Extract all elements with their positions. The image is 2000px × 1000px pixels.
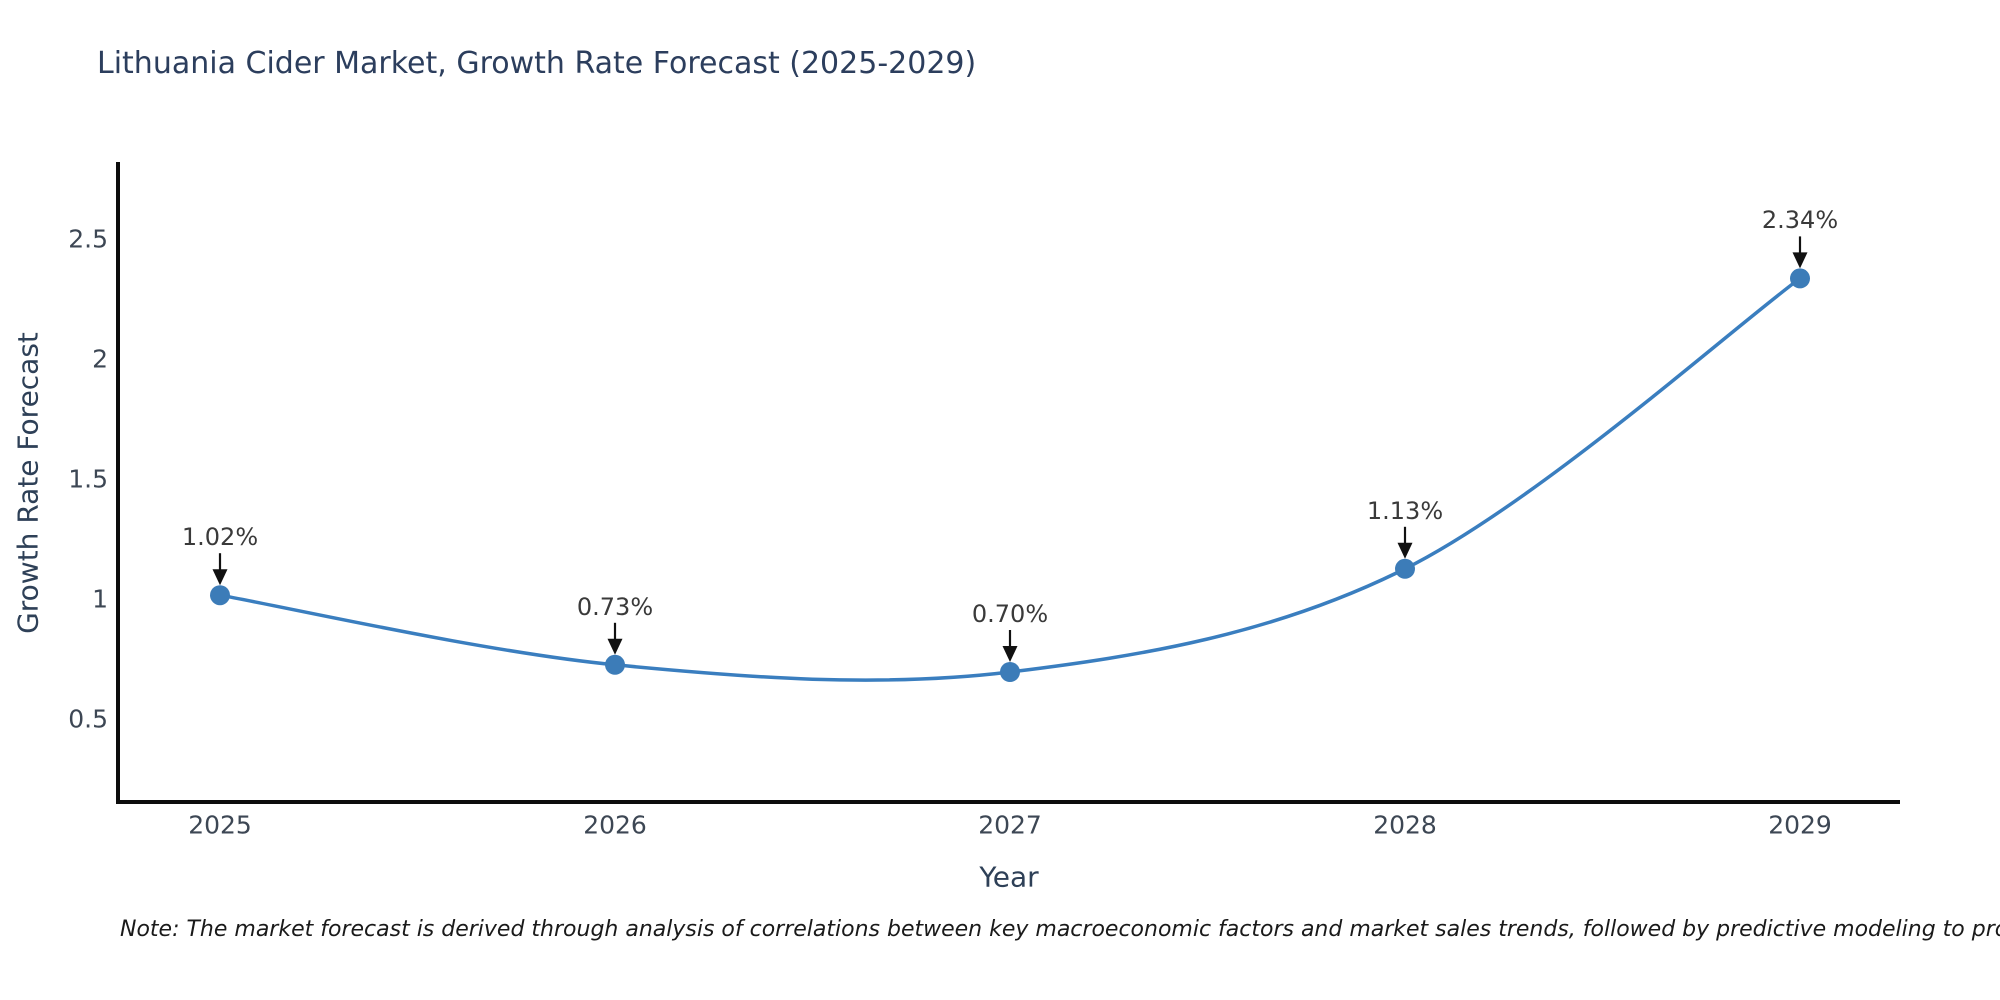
annotation-label: 0.70% (971, 600, 1049, 628)
y-tick-label: 2 (92, 344, 108, 374)
annotation-arrow-head (1002, 646, 1018, 662)
x-tick-label: 2029 (1768, 810, 1832, 840)
x-tick-label: 2027 (978, 810, 1042, 840)
y-tick-label: 2.5 (68, 224, 108, 254)
annotation-arrow-head (1397, 542, 1413, 559)
annotation-label: 0.73% (576, 592, 654, 621)
data-point-marker (605, 654, 625, 675)
x-tick-label: 2025 (188, 810, 252, 840)
annotation-arrow-head (1792, 252, 1808, 269)
x-tick-label: 2026 (583, 810, 647, 840)
annotation-label: 1.13% (1366, 496, 1444, 525)
data-point-marker (210, 585, 230, 606)
data-point-marker (1395, 558, 1415, 579)
data-point-marker (1000, 662, 1020, 682)
chart-title: Lithuania Cider Market, Growth Rate Fore… (97, 46, 977, 81)
y-tick-label: 1 (92, 584, 108, 614)
annotation-label: 1.02% (181, 523, 259, 552)
x-tick-label: 2028 (1373, 810, 1437, 840)
annotation-label: 2.34% (1761, 206, 1839, 235)
y-tick-label: 1.5 (68, 464, 108, 494)
footnote: Note: The market forecast is derived thr… (120, 917, 2000, 942)
annotation-arrow-head (212, 569, 228, 586)
x-axis-label: Year (979, 860, 1039, 894)
y-tick-label: 0.5 (68, 704, 108, 734)
data-point-marker (1790, 268, 1810, 289)
annotation-arrow-head (607, 638, 623, 655)
